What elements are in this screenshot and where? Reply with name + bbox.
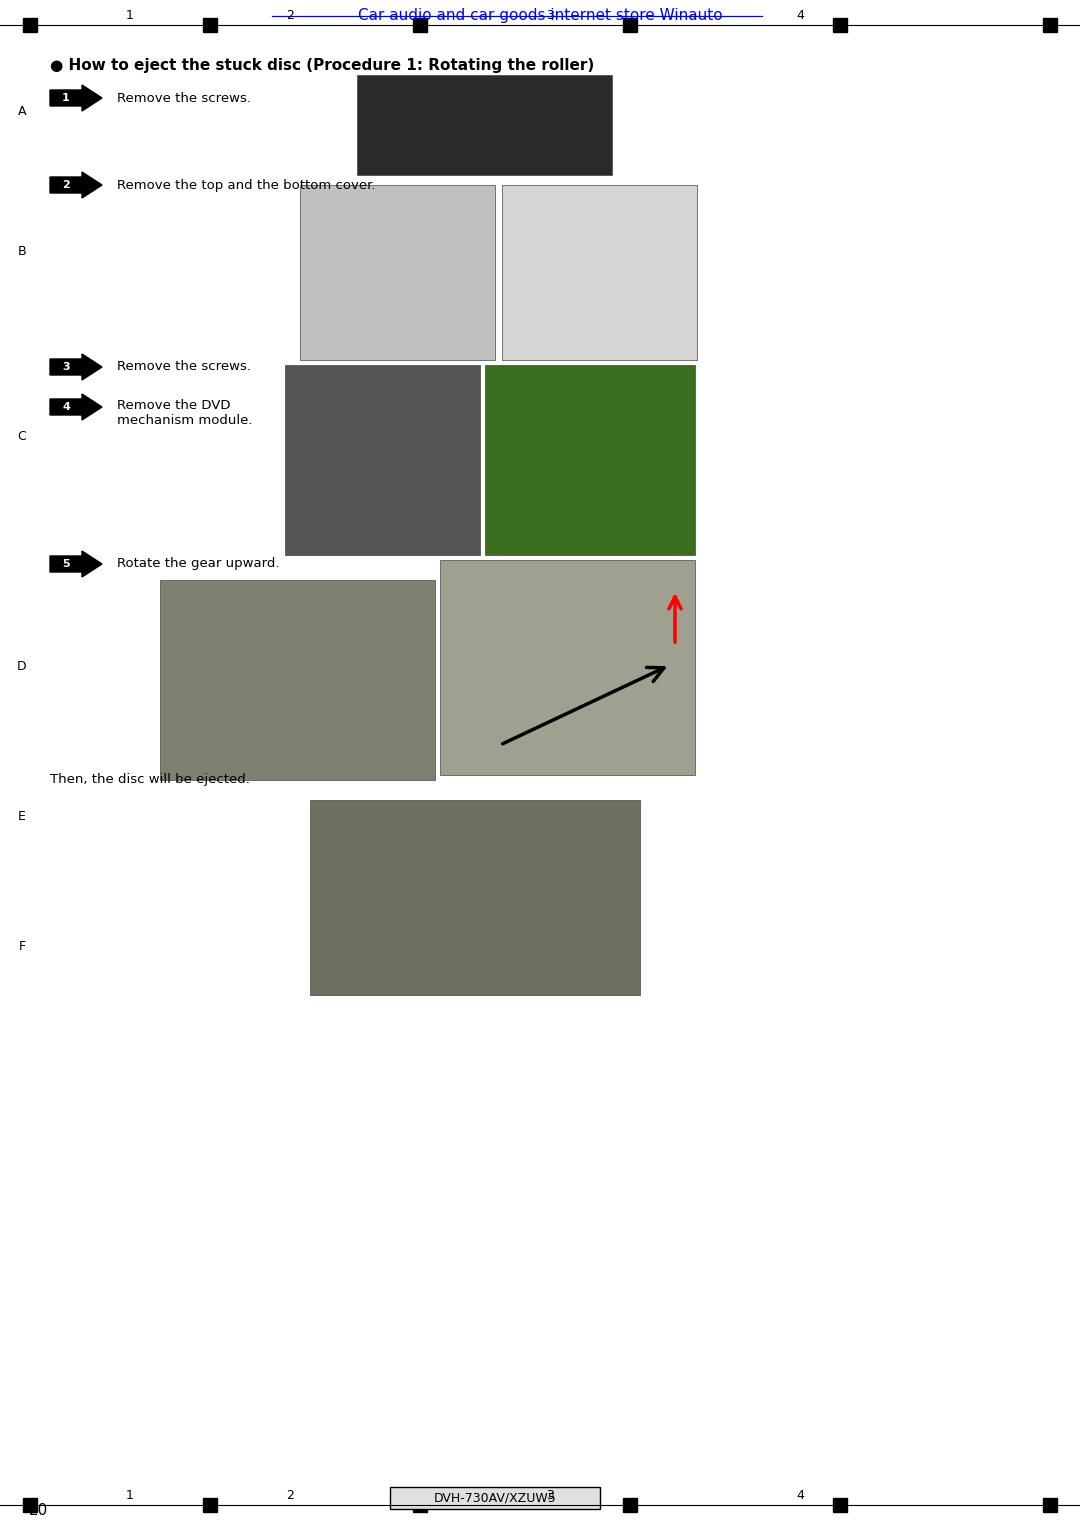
Text: 2: 2 — [63, 180, 70, 189]
Bar — [1043, 18, 1057, 32]
Text: E: E — [18, 809, 26, 823]
Bar — [23, 18, 37, 32]
Text: D: D — [17, 660, 27, 673]
Bar — [285, 365, 480, 554]
Text: 1: 1 — [63, 93, 70, 102]
Bar — [413, 18, 427, 32]
Text: 1: 1 — [126, 1489, 134, 1503]
Text: B: B — [17, 244, 26, 258]
Text: 3: 3 — [63, 362, 70, 373]
Bar — [1043, 1498, 1057, 1512]
Bar — [413, 1498, 427, 1512]
Bar — [502, 185, 697, 360]
Text: A: A — [17, 105, 26, 118]
Bar — [485, 365, 696, 554]
Bar — [203, 18, 217, 32]
Bar — [833, 18, 847, 32]
Polygon shape — [50, 394, 102, 420]
Text: ● How to eject the stuck disc (Procedure 1: Rotating the roller): ● How to eject the stuck disc (Procedure… — [50, 58, 594, 73]
Bar — [833, 1498, 847, 1512]
Bar — [160, 580, 435, 780]
Text: 1: 1 — [126, 9, 134, 21]
Text: 2: 2 — [286, 1489, 294, 1503]
Text: Remove the screws.: Remove the screws. — [117, 360, 251, 374]
Text: DVH-730AV/XZUW5: DVH-730AV/XZUW5 — [434, 1492, 556, 1504]
Text: 4: 4 — [62, 402, 70, 412]
Bar — [390, 1487, 600, 1509]
Text: 4: 4 — [796, 1489, 804, 1503]
Text: F: F — [18, 941, 26, 953]
Text: Remove the DVD
mechanism module.: Remove the DVD mechanism module. — [117, 399, 253, 428]
Polygon shape — [50, 86, 102, 111]
Text: Remove the top and the bottom cover.: Remove the top and the bottom cover. — [117, 179, 376, 191]
Bar — [357, 75, 612, 176]
Text: 2: 2 — [286, 9, 294, 21]
Bar — [300, 185, 495, 360]
Text: Car audio and car goods internet store Winauto: Car audio and car goods internet store W… — [357, 8, 723, 23]
Text: 20: 20 — [28, 1503, 48, 1518]
Polygon shape — [50, 173, 102, 199]
Text: 4: 4 — [796, 9, 804, 21]
Text: C: C — [17, 431, 26, 443]
Text: 5: 5 — [63, 559, 70, 570]
Text: Then, the disc will be ejected.: Then, the disc will be ejected. — [50, 773, 249, 786]
Text: Remove the screws.: Remove the screws. — [117, 92, 251, 104]
Bar — [203, 1498, 217, 1512]
Bar — [310, 800, 640, 996]
Polygon shape — [50, 354, 102, 380]
Polygon shape — [50, 551, 102, 577]
Bar — [23, 1498, 37, 1512]
Text: Rotate the gear upward.: Rotate the gear upward. — [117, 557, 280, 571]
Bar — [440, 560, 696, 776]
Bar — [623, 18, 637, 32]
Text: 3: 3 — [546, 9, 554, 21]
Text: 3: 3 — [546, 1489, 554, 1503]
Bar — [623, 1498, 637, 1512]
